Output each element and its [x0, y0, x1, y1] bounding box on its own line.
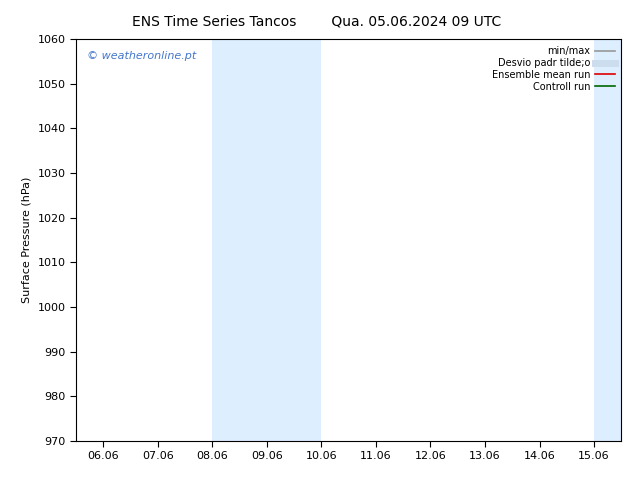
Text: ENS Time Series Tancos        Qua. 05.06.2024 09 UTC: ENS Time Series Tancos Qua. 05.06.2024 0… [133, 15, 501, 29]
Bar [594, 39, 634, 441]
Y-axis label: Surface Pressure (hPa): Surface Pressure (hPa) [22, 177, 32, 303]
Text: © weatheronline.pt: © weatheronline.pt [87, 51, 197, 61]
Legend: min/max, Desvio padr tilde;o, Ensemble mean run, Controll run: min/max, Desvio padr tilde;o, Ensemble m… [489, 44, 616, 94]
Bar [212, 39, 321, 441]
